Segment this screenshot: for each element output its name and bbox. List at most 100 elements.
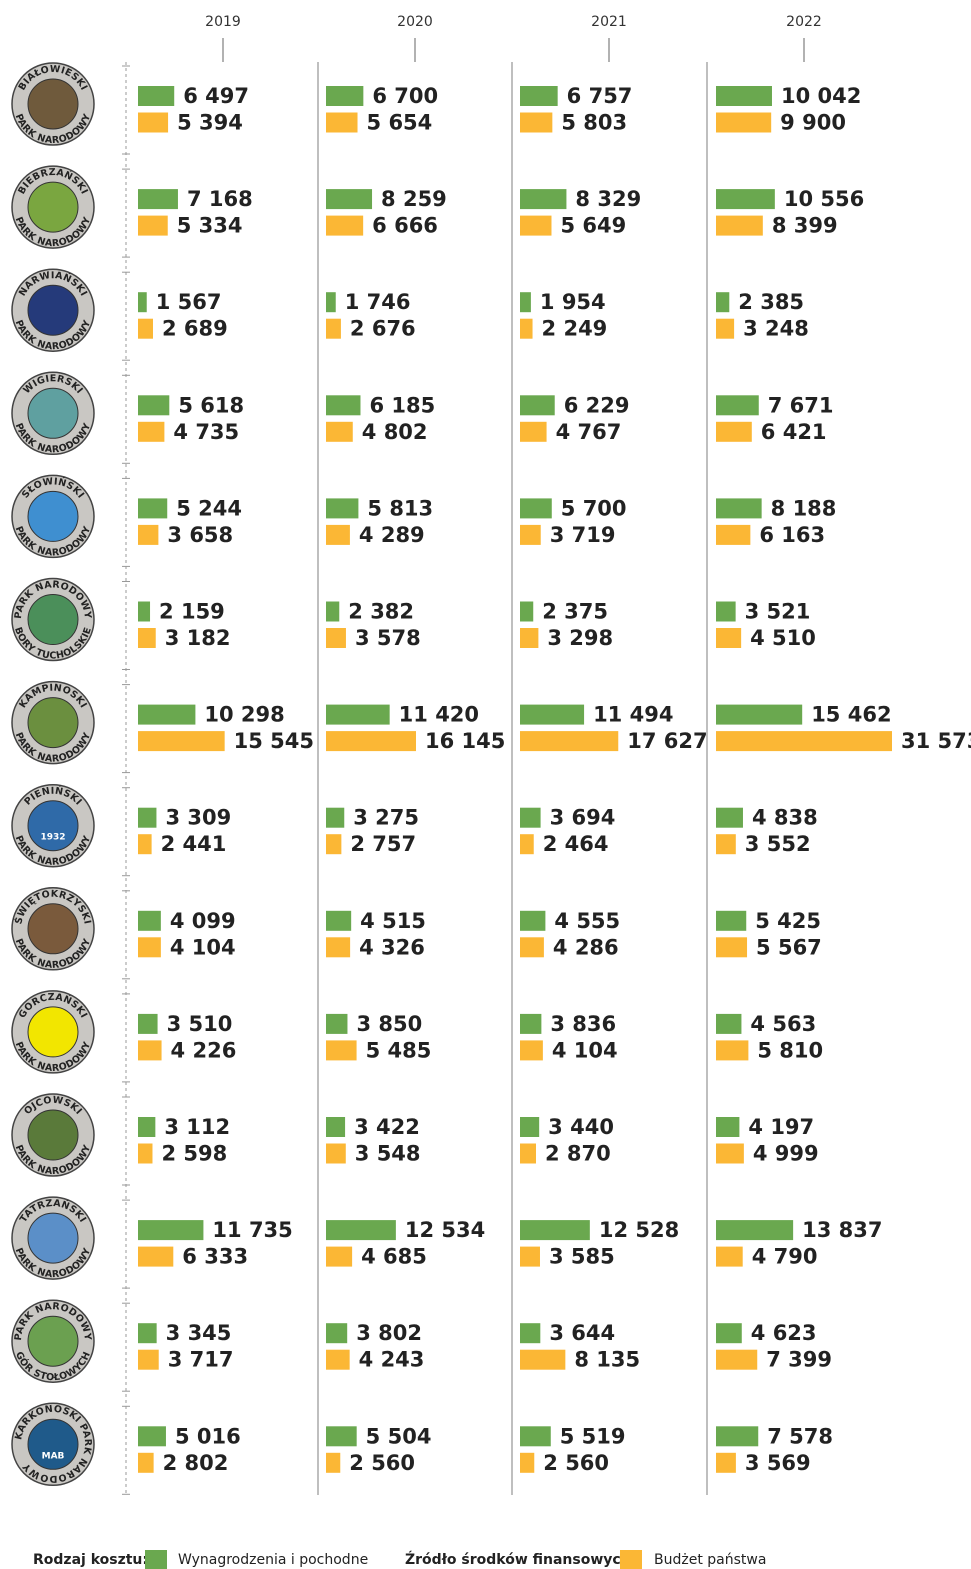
bar bbox=[716, 1117, 739, 1137]
bar bbox=[138, 1040, 162, 1060]
value-label: 7 399 bbox=[766, 1348, 832, 1372]
value-label: 4 767 bbox=[556, 420, 622, 444]
park-logo-center bbox=[28, 1316, 78, 1366]
value-label: 4 289 bbox=[359, 523, 425, 547]
park-logo-center bbox=[28, 79, 78, 129]
value-label: 3 182 bbox=[165, 626, 231, 650]
bar bbox=[138, 911, 161, 931]
value-label: 4 685 bbox=[361, 1245, 427, 1269]
year-label: 2019 bbox=[205, 14, 241, 30]
bar bbox=[138, 1323, 157, 1343]
value-label: 11 420 bbox=[399, 703, 479, 727]
value-label: 5 810 bbox=[757, 1038, 823, 1062]
park-logo-center bbox=[28, 182, 78, 232]
value-label: 2 464 bbox=[543, 832, 609, 856]
value-label: 4 555 bbox=[554, 909, 620, 933]
legend-label: Wynagrodzenia i pochodne bbox=[178, 1552, 368, 1568]
bar bbox=[520, 834, 534, 854]
bar bbox=[326, 1220, 396, 1240]
value-label: 4 226 bbox=[171, 1038, 237, 1062]
value-label: 4 802 bbox=[362, 420, 428, 444]
bar bbox=[716, 525, 750, 545]
bar bbox=[520, 1014, 541, 1034]
bar bbox=[326, 319, 341, 339]
value-label: 6 333 bbox=[182, 1245, 248, 1269]
bar bbox=[716, 292, 729, 312]
bar bbox=[716, 395, 759, 415]
bar bbox=[520, 731, 618, 751]
value-label: 3 440 bbox=[548, 1115, 614, 1139]
bar bbox=[138, 628, 156, 648]
bar bbox=[716, 113, 771, 133]
bar bbox=[520, 395, 555, 415]
bar bbox=[326, 1014, 347, 1034]
value-label: 2 249 bbox=[542, 317, 608, 341]
bar bbox=[326, 113, 358, 133]
bar bbox=[138, 525, 158, 545]
bar bbox=[520, 628, 538, 648]
bar bbox=[326, 189, 372, 209]
value-label: 3 248 bbox=[743, 317, 809, 341]
value-label: 3 836 bbox=[550, 1012, 616, 1036]
bar bbox=[716, 602, 736, 622]
legend-label: Budżet państwa bbox=[654, 1552, 766, 1568]
value-label: 10 298 bbox=[204, 703, 284, 727]
value-label: 4 286 bbox=[553, 935, 619, 959]
value-label: 7 168 bbox=[187, 187, 253, 211]
value-label: 4 104 bbox=[552, 1038, 618, 1062]
bar bbox=[138, 1247, 173, 1267]
park-logo-center bbox=[28, 1419, 78, 1469]
value-label: 6 497 bbox=[183, 84, 249, 108]
park-logo-center bbox=[28, 1007, 78, 1057]
bar bbox=[138, 292, 147, 312]
bar bbox=[326, 1350, 350, 1370]
value-label: 13 837 bbox=[802, 1218, 882, 1242]
value-label: 5 813 bbox=[367, 496, 433, 520]
bar bbox=[138, 86, 174, 106]
bar bbox=[138, 731, 225, 751]
bar bbox=[326, 1426, 357, 1446]
bar bbox=[716, 189, 775, 209]
value-label: 3 694 bbox=[550, 806, 616, 830]
value-label: 4 104 bbox=[170, 935, 236, 959]
legend-cost-type-label: Rodzaj kosztu: bbox=[33, 1552, 148, 1568]
value-label: 4 623 bbox=[751, 1321, 817, 1345]
value-label: 5 519 bbox=[560, 1424, 626, 1448]
bar bbox=[520, 216, 551, 236]
bar bbox=[716, 911, 746, 931]
value-label: 4 243 bbox=[359, 1348, 425, 1372]
bar bbox=[326, 628, 346, 648]
value-label: 3 569 bbox=[745, 1451, 811, 1475]
bar bbox=[138, 808, 156, 828]
value-label: 2 802 bbox=[163, 1451, 229, 1475]
bar bbox=[520, 113, 552, 133]
bar bbox=[520, 319, 533, 339]
value-label: 5 504 bbox=[366, 1424, 432, 1448]
value-label: 3 552 bbox=[745, 832, 811, 856]
value-label: 5 700 bbox=[561, 496, 627, 520]
value-label: 3 658 bbox=[167, 523, 233, 547]
year-label: 2021 bbox=[591, 14, 627, 30]
bar bbox=[138, 1014, 158, 1034]
park-logo-center bbox=[28, 698, 78, 748]
value-label: 6 185 bbox=[369, 393, 435, 417]
bar bbox=[326, 1453, 340, 1473]
value-label: 4 197 bbox=[748, 1115, 814, 1139]
park-logo-badge: MAB bbox=[42, 1451, 65, 1461]
bar bbox=[138, 422, 164, 442]
value-label: 3 644 bbox=[549, 1321, 615, 1345]
value-label: 8 399 bbox=[772, 214, 838, 238]
value-label: 4 735 bbox=[173, 420, 239, 444]
value-label: 2 676 bbox=[350, 317, 416, 341]
bar bbox=[520, 1453, 534, 1473]
value-label: 5 334 bbox=[177, 214, 243, 238]
legend-swatch bbox=[620, 1550, 642, 1569]
value-label: 3 510 bbox=[167, 1012, 233, 1036]
value-label: 3 548 bbox=[355, 1142, 421, 1166]
value-label: 3 521 bbox=[745, 600, 811, 624]
value-label: 17 627 bbox=[627, 729, 707, 753]
bar bbox=[520, 1144, 536, 1164]
bar bbox=[520, 1247, 540, 1267]
value-label: 3 298 bbox=[547, 626, 613, 650]
park-logo-center bbox=[28, 388, 78, 438]
